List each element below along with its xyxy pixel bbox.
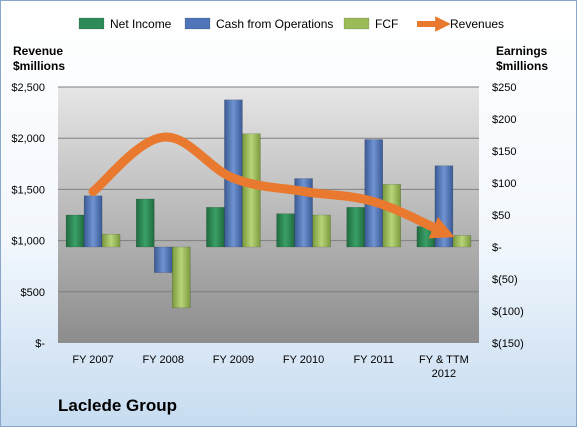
bar-net-income-fy-2008: [136, 198, 155, 248]
x-tick-label: FY & TTM: [419, 354, 469, 366]
y-left-title: Revenue: [13, 44, 63, 58]
legend-swatch-fcf: [343, 17, 370, 30]
legend-label-revenues: Revenues: [450, 17, 504, 31]
x-tick-label: FY 2007: [72, 354, 113, 366]
legend: Net Income Cash from Operations FCF Revenue…: [78, 16, 504, 32]
bar-cash-from-operations-fy-2008: [154, 246, 173, 273]
x-tick-label: FY 2011: [353, 354, 394, 366]
company-name: Laclede Group: [58, 396, 178, 415]
y-left-tick: $-: [35, 338, 45, 350]
bar-cash-from-operations-fy-2011: [364, 139, 383, 248]
bar-fcf-fy-2008: [172, 246, 191, 309]
legend-swatch-net-income: [78, 17, 105, 30]
revenue-line: [88, 132, 455, 239]
y-right-title: Earnings: [496, 44, 548, 58]
y-left-title: $millions: [13, 59, 65, 73]
legend-label-fcf: FCF: [375, 17, 398, 31]
y-right-tick: $150: [492, 146, 516, 158]
legend-label-cash-from-operations: Cash from Operations: [216, 17, 333, 31]
bar-fcf-fy-2009: [242, 133, 261, 248]
bar-fcf-fy-ttm-2012: [452, 235, 472, 248]
bar-fcf-fy-2007: [101, 233, 121, 248]
y-right-tick: $50: [492, 210, 510, 222]
line-revenues: [88, 132, 455, 239]
bar-net-income-fy-2007: [65, 214, 85, 248]
x-tick-label: FY 2010: [283, 354, 324, 366]
y-right-tick: $(50): [492, 274, 518, 286]
axes: $- $500 $1,000 $1,500 $2,000 $2,500 $(150) $(10…: [11, 44, 548, 380]
bar-fcf-fy-2010: [312, 214, 331, 248]
bar-net-income-fy-2009: [206, 207, 225, 248]
bar-cash-from-operations-fy-2007: [83, 195, 103, 248]
y-left-tick: $2,500: [11, 82, 45, 94]
legend-swatch-cash-from-operations: [184, 17, 211, 30]
y-right-tick: $250: [492, 82, 516, 94]
y-right-tick: $(150): [492, 338, 524, 350]
x-tick-label: FY 2009: [213, 354, 254, 366]
y-right-tick: $100: [492, 178, 516, 190]
y-right-title: $millions: [496, 59, 548, 73]
y-left-tick: $1,000: [11, 236, 45, 248]
y-left-tick: $2,000: [11, 133, 45, 145]
y-right-tick: $(100): [492, 306, 524, 318]
y-left-tick: $1,500: [11, 184, 45, 196]
y-left-tick: $500: [21, 287, 45, 299]
bar-net-income-fy-2011: [346, 207, 365, 248]
y-right-tick: $-: [492, 242, 502, 254]
bar-net-income-fy-2010: [276, 213, 295, 248]
x-tick-label: FY 2008: [143, 354, 184, 366]
x-tick-label: 2012: [432, 368, 456, 380]
legend-label-net-income: Net Income: [110, 17, 172, 31]
y-right-tick: $200: [492, 114, 516, 126]
